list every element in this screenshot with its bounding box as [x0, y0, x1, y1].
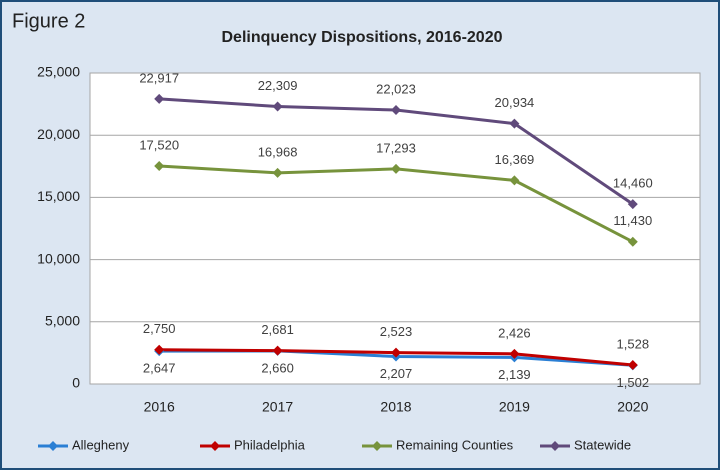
data-label: 1,528	[617, 336, 650, 351]
point-marker	[272, 167, 283, 178]
data-label: 16,369	[495, 152, 535, 167]
point-marker	[272, 345, 283, 356]
legend-label: Philadelphia	[234, 437, 306, 452]
data-label: 17,293	[376, 140, 416, 155]
chart-title: Delinquency Dispositions, 2016-2020	[222, 29, 503, 46]
data-label: 2,647	[143, 361, 176, 376]
data-label: 22,309	[258, 78, 298, 93]
point-marker	[391, 105, 401, 116]
data-label: 2,207	[380, 366, 413, 381]
data-label: 2,139	[498, 367, 531, 382]
legend-marker	[550, 441, 560, 451]
legend-label: Remaining Counties	[396, 437, 514, 452]
point-marker	[154, 344, 165, 355]
data-label: 14,460	[613, 176, 653, 191]
point-marker	[509, 118, 520, 129]
data-label: 2,750	[143, 321, 176, 336]
y-tick-label: 0	[72, 375, 80, 391]
point-marker	[272, 101, 283, 112]
y-tick-label: 25,000	[37, 64, 80, 80]
data-label: 2,660	[261, 360, 294, 375]
x-tick-label: 2019	[499, 399, 530, 415]
y-tick-label: 10,000	[37, 250, 80, 266]
x-tick-label: 2017	[262, 399, 293, 415]
y-tick-label: 5,000	[45, 313, 80, 329]
point-marker	[391, 163, 401, 174]
point-marker	[154, 93, 165, 104]
data-label: 22,917	[139, 70, 179, 85]
point-marker	[391, 347, 401, 358]
point-marker	[509, 348, 520, 359]
point-marker	[627, 236, 638, 247]
point-marker	[627, 199, 638, 210]
point-marker	[154, 161, 165, 172]
data-label: 20,934	[495, 95, 535, 110]
y-tick-label: 15,000	[37, 188, 80, 204]
x-tick-label: 2016	[144, 399, 175, 415]
data-label: 17,520	[139, 137, 179, 152]
x-tick-label: 2018	[380, 399, 411, 415]
data-label: 22,023	[376, 81, 416, 96]
data-label: 1,502	[617, 375, 650, 390]
data-label: 2,426	[498, 325, 531, 340]
legend-label: Statewide	[574, 437, 631, 452]
legend-marker	[372, 441, 382, 451]
point-marker	[509, 175, 520, 186]
legend-marker	[210, 441, 220, 451]
x-tick-label: 2020	[617, 399, 648, 415]
data-label: 2,681	[261, 322, 294, 337]
plot-area	[89, 72, 701, 385]
y-tick-label: 20,000	[37, 126, 80, 142]
legend-label: Allegheny	[72, 437, 130, 452]
data-label: 2,523	[380, 324, 413, 339]
legend-marker	[48, 441, 58, 451]
point-marker	[627, 359, 638, 370]
figure-label: Figure 2	[12, 10, 85, 32]
data-label: 11,430	[613, 213, 652, 228]
data-label: 16,968	[258, 144, 298, 159]
